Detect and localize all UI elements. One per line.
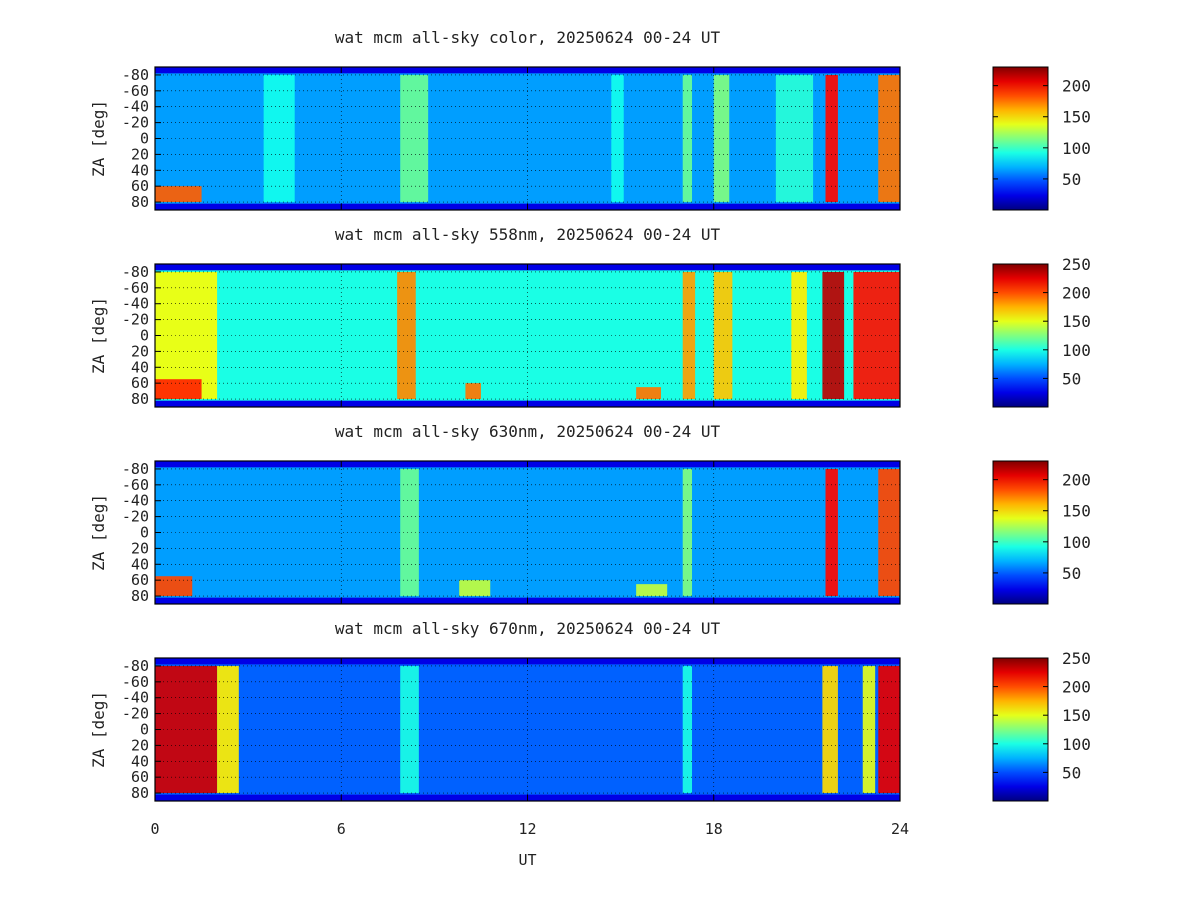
colorbar-tick-label: 50 (1062, 763, 1081, 782)
colorbar-tick-label: 250 (1062, 255, 1091, 274)
colorbar (992, 657, 1049, 802)
colorbar-tick-label: 200 (1062, 77, 1091, 96)
colorbar (992, 263, 1049, 408)
colorbar-tick-label: 100 (1062, 139, 1091, 158)
y-tick-label: -20 (122, 705, 149, 723)
y-tick-label: 0 (140, 524, 149, 542)
colorbar-tick-label: 150 (1062, 108, 1091, 127)
heatmap-event (775, 74, 814, 203)
x-axis-label: UT (518, 851, 536, 869)
colorbar-tick-label: 100 (1062, 341, 1091, 360)
panel-2: wat mcm all-sky 558nm, 20250624 00-24 UT… (89, 225, 1091, 408)
x-tick-label: 12 (518, 820, 536, 838)
colorbar (992, 460, 1049, 605)
heatmap-event (155, 379, 202, 400)
y-tick-label: 60 (131, 374, 149, 392)
y-tick-label: 60 (131, 768, 149, 786)
y-axis-label: ZA [deg] (89, 691, 108, 768)
y-tick-label: -60 (122, 673, 149, 691)
heatmap-event (878, 468, 900, 597)
panel-title: wat mcm all-sky color, 20250624 00-24 UT (335, 28, 721, 47)
x-tick-label: 18 (705, 820, 723, 838)
heatmap-event (400, 468, 419, 597)
colorbar (992, 66, 1049, 211)
x-tick-label: 0 (150, 820, 159, 838)
panel-title: wat mcm all-sky 670nm, 20250624 00-24 UT (335, 619, 721, 638)
panel-title: wat mcm all-sky 630nm, 20250624 00-24 UT (335, 422, 721, 441)
y-tick-label: -60 (122, 279, 149, 297)
heatmap-event (713, 74, 730, 203)
panel-4: wat mcm all-sky 670nm, 20250624 00-24 UT… (89, 619, 1091, 869)
y-tick-label: -80 (122, 263, 149, 281)
y-tick-label: -80 (122, 66, 149, 84)
y-tick-label: -40 (122, 98, 149, 116)
y-tick-label: -80 (122, 657, 149, 675)
heatmap-event (611, 74, 624, 203)
heatmap-event (636, 387, 661, 400)
y-axis-label: ZA [deg] (89, 100, 108, 177)
y-tick-label: 40 (131, 358, 149, 376)
heatmap-event (822, 271, 845, 400)
x-tick-label: 6 (337, 820, 346, 838)
y-tick-label: 20 (131, 736, 149, 754)
y-axis-label: ZA [deg] (89, 297, 108, 374)
y-tick-label: 20 (131, 342, 149, 360)
heatmap-event (465, 383, 481, 400)
heatmap-event (155, 576, 193, 597)
heatmap-event (459, 580, 491, 597)
y-tick-label: 0 (140, 130, 149, 148)
heatmap-event (862, 665, 876, 794)
y-tick-label: -60 (122, 82, 149, 100)
heatmap-event (400, 665, 419, 794)
colorbar-tick-label: 200 (1062, 284, 1091, 303)
heatmap-event (636, 584, 668, 597)
colorbar-tick-label: 100 (1062, 533, 1091, 552)
y-tick-label: 0 (140, 721, 149, 739)
colorbar-tick-label: 100 (1062, 735, 1091, 754)
y-tick-label: -20 (122, 311, 149, 329)
heatmap-event (878, 665, 900, 794)
y-tick-label: 80 (131, 587, 149, 605)
y-tick-label: 40 (131, 555, 149, 573)
y-tick-label: 40 (131, 161, 149, 179)
heatmap-event (155, 271, 218, 400)
y-tick-label: 80 (131, 784, 149, 802)
y-tick-label: -20 (122, 508, 149, 526)
y-tick-label: -80 (122, 460, 149, 478)
y-tick-label: 20 (131, 539, 149, 557)
y-tick-label: 60 (131, 177, 149, 195)
colorbar-tick-label: 250 (1062, 649, 1091, 668)
y-axis-label: ZA [deg] (89, 494, 108, 571)
panel-1: wat mcm all-sky color, 20250624 00-24 UT… (89, 28, 1091, 211)
colorbar-tick-label: 150 (1062, 706, 1091, 725)
y-tick-label: 40 (131, 752, 149, 770)
heatmap-event (682, 271, 696, 400)
panel-title: wat mcm all-sky 558nm, 20250624 00-24 UT (335, 225, 721, 244)
y-tick-label: -40 (122, 492, 149, 510)
panel-3: wat mcm all-sky 630nm, 20250624 00-24 UT… (89, 422, 1091, 605)
y-tick-label: 60 (131, 571, 149, 589)
y-tick-label: 80 (131, 390, 149, 408)
colorbar-tick-label: 50 (1062, 564, 1081, 583)
y-tick-label: -40 (122, 689, 149, 707)
colorbar-tick-label: 50 (1062, 369, 1081, 388)
colorbar-tick-label: 200 (1062, 471, 1091, 490)
y-tick-label: -40 (122, 295, 149, 313)
heatmap-event (822, 665, 838, 794)
colorbar-tick-label: 50 (1062, 170, 1081, 189)
heatmap-event (878, 74, 900, 203)
colorbar-tick-label: 200 (1062, 678, 1091, 697)
heatmap-event (155, 665, 218, 794)
y-tick-label: -20 (122, 114, 149, 132)
y-tick-label: 20 (131, 145, 149, 163)
y-tick-label: 80 (131, 193, 149, 211)
y-tick-label: -60 (122, 476, 149, 494)
colorbar-tick-label: 150 (1062, 312, 1091, 331)
y-tick-label: 0 (140, 327, 149, 345)
x-tick-label: 24 (891, 820, 909, 838)
heatmap-event (155, 186, 202, 203)
colorbar-tick-label: 150 (1062, 502, 1091, 521)
heatmap-event (853, 271, 900, 400)
